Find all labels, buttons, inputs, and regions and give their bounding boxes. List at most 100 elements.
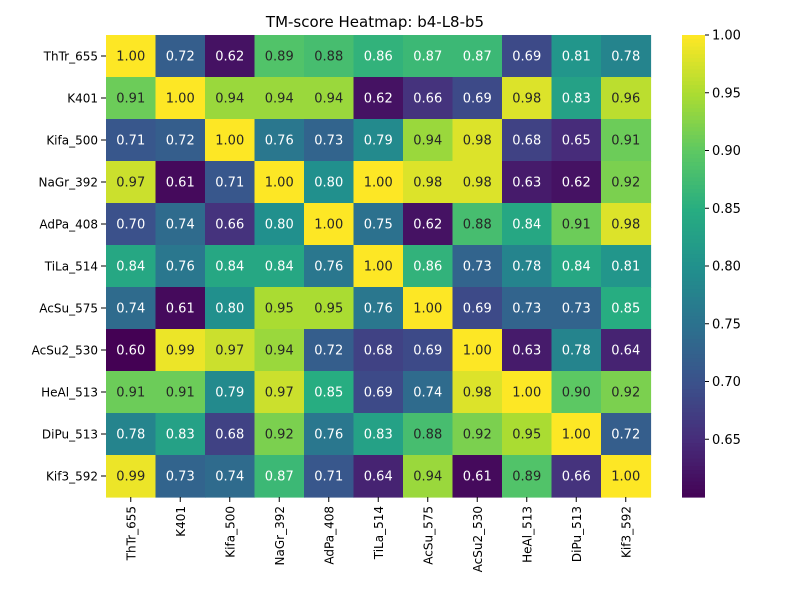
heatmap-cell — [205, 77, 256, 120]
column-tick-label: DiPu_513 — [570, 506, 584, 562]
colorbar-segment — [682, 158, 705, 163]
cell-value-label: 0.78 — [512, 260, 541, 275]
heatmap-cell — [353, 119, 404, 162]
colorbar-segment — [682, 423, 705, 429]
colorbar-tick-label: 1.00 — [712, 29, 741, 44]
cell-value-label: 0.83 — [166, 428, 195, 443]
cell-value-label: 1.00 — [314, 218, 343, 233]
heatmap-cell — [551, 77, 602, 120]
cell-value-label: 0.80 — [215, 302, 244, 317]
cell-value-label: 1.00 — [364, 176, 393, 191]
cell-value-label: 0.74 — [215, 470, 244, 485]
heatmap-cell — [304, 371, 355, 414]
cell-value-label: 0.68 — [512, 134, 541, 149]
colorbar-segment — [682, 335, 705, 340]
heatmap-cell — [155, 119, 206, 162]
cell-value-label: 0.64 — [364, 470, 393, 485]
cell-value-label: 0.98 — [512, 92, 541, 107]
cell-value-label: 0.70 — [116, 218, 145, 233]
cell-value-label: 0.66 — [215, 218, 244, 233]
heatmap-cell — [304, 77, 355, 120]
colorbar-segment — [682, 427, 705, 433]
cell-value-label: 0.97 — [116, 176, 145, 191]
cell-value-label: 0.87 — [413, 50, 442, 65]
colorbar-segment — [682, 38, 705, 44]
colorbar-tick-label: 0.75 — [712, 317, 741, 332]
heatmap-cell — [502, 77, 553, 120]
colorbar-segment — [682, 112, 705, 117]
heatmap-cell — [304, 413, 355, 456]
heatmap-cell — [353, 203, 404, 246]
colorbar-segment — [682, 108, 705, 113]
cell-value-label: 0.63 — [512, 344, 541, 359]
column-tick-label: HeAl_513 — [520, 506, 534, 563]
colorbar-segment — [682, 350, 705, 356]
heatmap-cell — [601, 287, 652, 330]
cell-value-label: 0.62 — [364, 92, 393, 107]
heatmap-cell — [403, 245, 454, 288]
cell-value-label: 0.62 — [562, 176, 591, 191]
colorbar-segment — [682, 58, 705, 63]
cell-value-label: 0.75 — [364, 218, 393, 233]
colorbar-segment — [682, 212, 705, 217]
heatmap-cell — [601, 455, 652, 498]
cell-value-label: 0.73 — [512, 302, 541, 317]
heatmap-cell — [452, 119, 503, 162]
colorbar-segment — [682, 42, 705, 48]
cell-value-label: 0.66 — [413, 92, 442, 107]
colorbar-segment — [682, 219, 705, 225]
heatmap-cell — [254, 329, 305, 372]
cell-value-label: 0.88 — [413, 428, 442, 443]
cell-value-label: 1.00 — [265, 176, 294, 191]
column-tick-label: ThTr_655 — [124, 506, 138, 561]
heatmap-cell — [452, 77, 503, 120]
heatmap-cell — [205, 203, 256, 246]
colorbar-segment — [682, 46, 705, 51]
colorbar-segment — [682, 346, 705, 352]
cell-value-label: 0.81 — [611, 260, 640, 275]
heatmap-cell — [601, 77, 652, 120]
colorbar-segment — [682, 135, 705, 140]
cell-value-label: 0.98 — [463, 134, 492, 149]
heatmap-cell — [106, 371, 157, 414]
cell-value-label: 0.62 — [413, 218, 442, 233]
heatmap-cell — [502, 35, 553, 78]
cell-value-label: 0.61 — [463, 470, 492, 485]
colorbar-tick-label: 0.70 — [712, 375, 741, 390]
colorbar-segment — [682, 369, 705, 375]
column-tick-label: TiLa_514 — [372, 506, 386, 560]
colorbar-segment — [682, 162, 705, 167]
colorbar-segment — [682, 100, 705, 105]
row-tick-label: AdPa_408 — [39, 218, 98, 232]
cell-value-label: 0.74 — [413, 386, 442, 401]
colorbar-segment — [682, 50, 705, 55]
colorbar-segment — [682, 250, 705, 256]
column-tick-label: Kifa_500 — [223, 506, 237, 558]
heatmap-cell — [205, 455, 256, 498]
row-tick-label: HeAl_513 — [41, 386, 98, 400]
cell-value-label: 0.99 — [166, 344, 195, 359]
heatmap-cell — [205, 329, 256, 372]
colorbar-segment — [682, 285, 705, 290]
colorbar-segment — [682, 296, 705, 302]
colorbar-segment — [682, 300, 705, 306]
heatmap-cell — [353, 329, 404, 372]
cell-value-label: 0.87 — [463, 50, 492, 65]
colorbar-segment — [682, 173, 705, 179]
heatmap-cell — [403, 119, 454, 162]
colorbar-segment — [682, 200, 705, 205]
cell-value-label: 0.71 — [215, 176, 244, 191]
colorbar-segment — [682, 273, 705, 279]
colorbar-segment — [682, 231, 705, 236]
cell-value-label: 0.71 — [116, 134, 145, 149]
colorbar-segment — [682, 204, 705, 209]
colorbar-segment — [682, 61, 705, 67]
cell-value-label: 0.84 — [562, 260, 591, 275]
colorbar-segment — [682, 266, 705, 271]
heatmap-cell — [353, 35, 404, 78]
colorbar-segment — [682, 292, 705, 298]
colorbar-tick-label: 0.85 — [712, 202, 741, 217]
heatmap-cell — [452, 245, 503, 288]
colorbar: 0.65 0.70 0.75 0.80 0.85 0.90 0.95 1.00 — [682, 29, 741, 498]
